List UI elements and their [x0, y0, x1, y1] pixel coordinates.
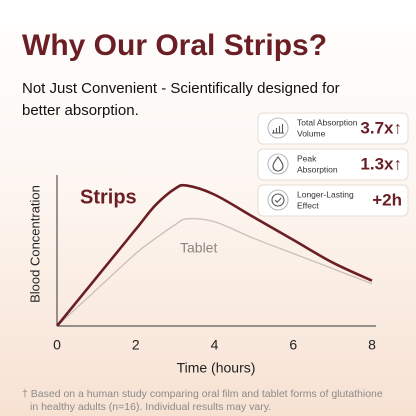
x-axis-title: Time (hours)	[177, 360, 256, 376]
series-label: Strips	[80, 186, 137, 208]
chart: Time (hours) Blood Concentration 0 2 4 6 8 St…	[27, 175, 376, 376]
icons	[267, 117, 289, 211]
x-tick-label: 6	[289, 337, 297, 353]
icon-bars	[272, 124, 284, 134]
x-tick-label: 4	[211, 337, 219, 353]
stat-value: 1.3x↑	[360, 154, 402, 173]
subtitle: Not Just Convenient - Scientifically des…	[22, 80, 340, 97]
stat-label: Peak	[297, 153, 317, 163]
icon-badge	[271, 193, 285, 207]
series-line	[55, 183, 373, 327]
series-label: Tablet	[180, 240, 217, 256]
icon-circle	[267, 189, 289, 211]
x-tick-label: 2	[132, 337, 140, 353]
icon-check	[274, 197, 282, 203]
stat-value: 3.7x↑	[360, 118, 402, 137]
subtitle: better absorption.	[22, 102, 139, 119]
stat-label: Longer-Lasting	[297, 189, 354, 199]
stat-card	[257, 112, 409, 145]
footnote: † Based on a human study comparing oral …	[22, 388, 383, 400]
stat-label: Total Absorption	[297, 117, 358, 127]
stat-card	[257, 184, 409, 217]
stat-label: Absorption	[297, 164, 338, 174]
icon-drop	[272, 156, 284, 172]
stat-label: Volume	[297, 128, 326, 138]
footnote: in healthy adults (n=16). Individual res…	[30, 401, 271, 413]
icon-circle	[267, 153, 289, 175]
stat-label: Effect	[297, 200, 319, 210]
title: Why Our Oral Strips?	[22, 29, 327, 62]
icon-circle	[267, 117, 289, 139]
x-tick-label: 8	[368, 337, 376, 353]
series-line	[56, 217, 373, 327]
y-axis-title: Blood Concentration	[27, 185, 42, 303]
stat-value: +2h	[372, 190, 402, 209]
x-tick-label: 0	[53, 337, 61, 353]
stat-card	[257, 148, 409, 181]
